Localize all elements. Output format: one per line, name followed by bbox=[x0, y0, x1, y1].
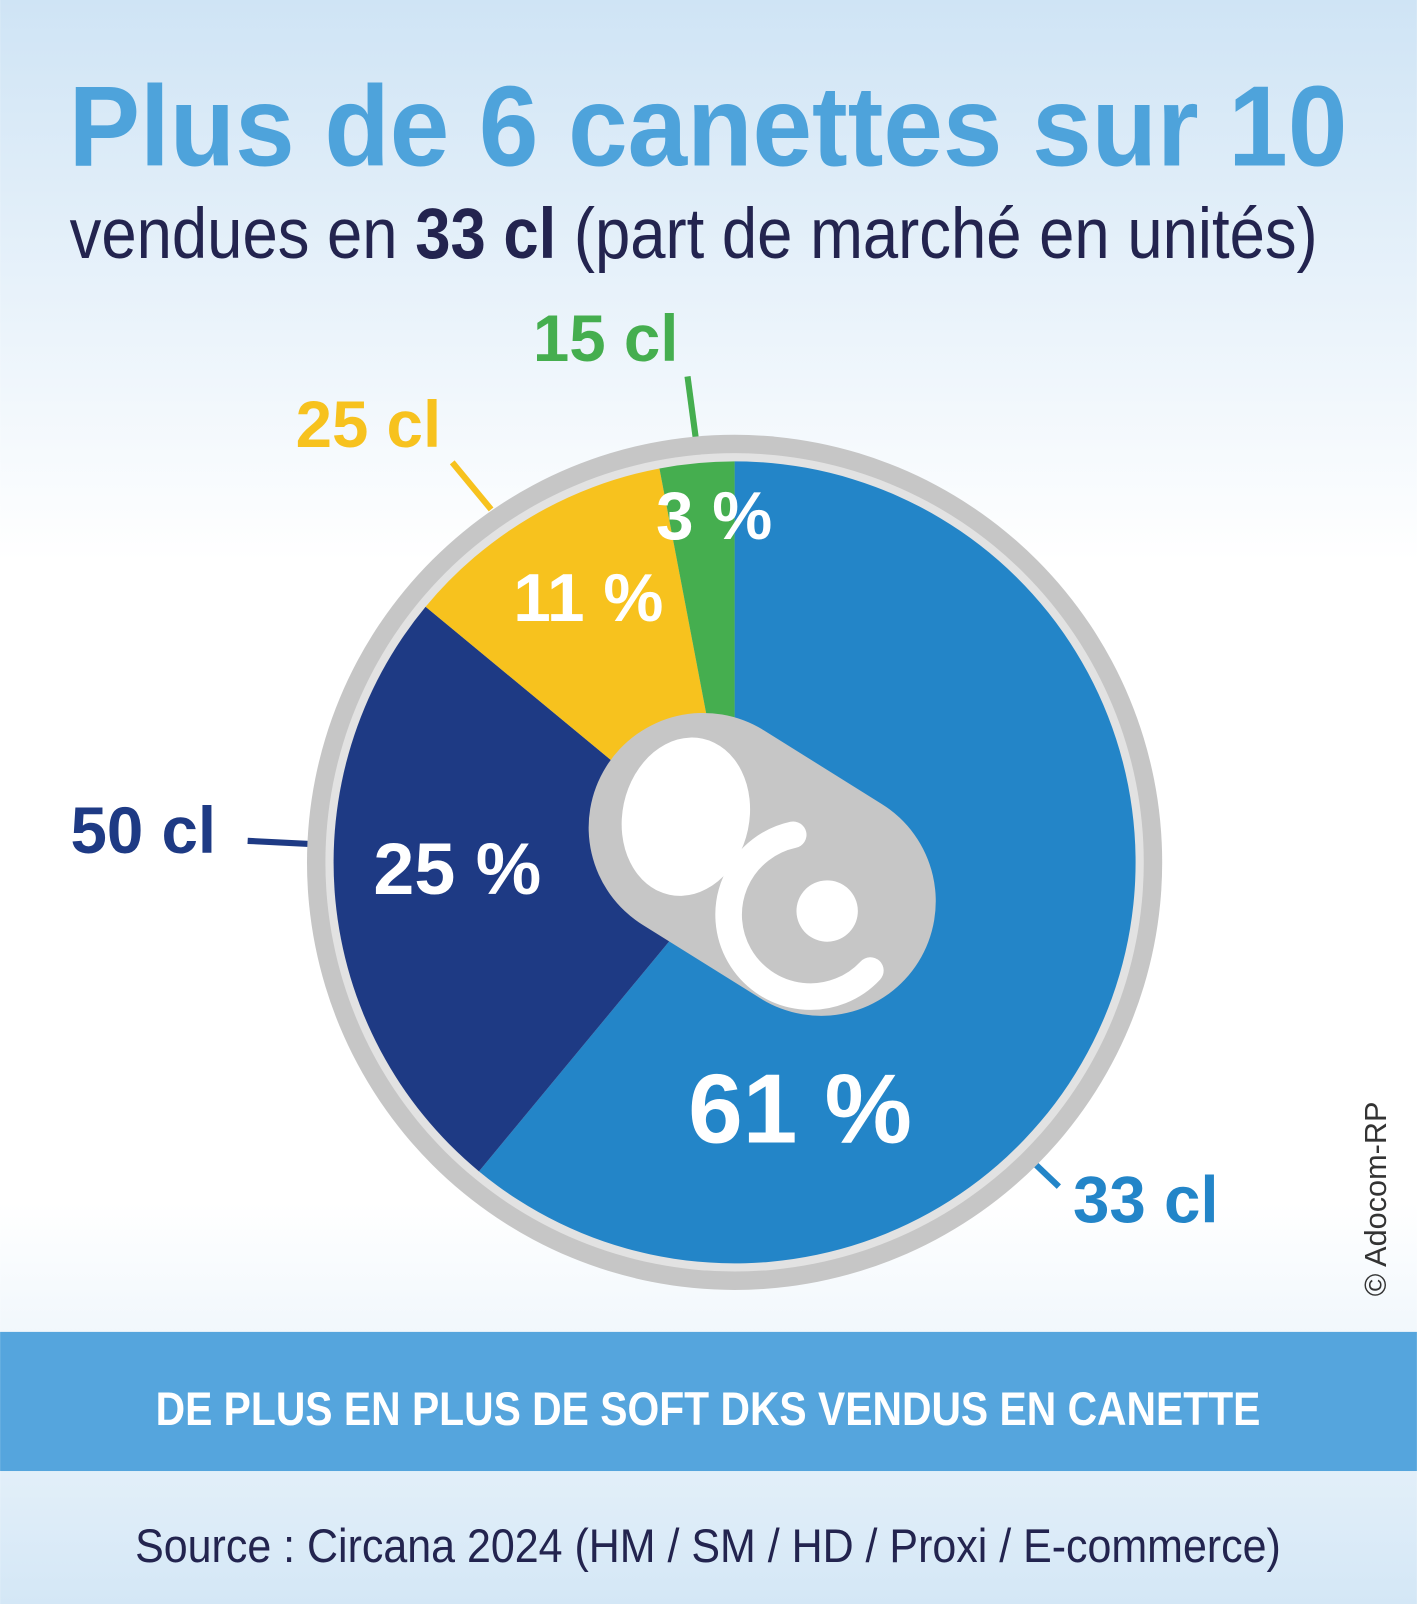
source-note: Source : Circana 2024 (HM / SM / HD / Pr… bbox=[135, 1519, 1281, 1572]
value-label-25cl: 11 % bbox=[513, 561, 663, 636]
banner-text: DE PLUS EN PLUS DE SOFT DKS VENDUS EN CA… bbox=[156, 1382, 1261, 1435]
category-label-33cl: 33 cl bbox=[1073, 1163, 1219, 1236]
subtitle: vendues en 33 cl (part de marché en unit… bbox=[70, 194, 1318, 274]
leader-15cl bbox=[684, 376, 699, 439]
page-title: Plus de 6 canettes sur 10 bbox=[69, 63, 1348, 191]
pie-slice-50cl bbox=[333, 606, 735, 1172]
subtitle-post: (part de marché en unités) bbox=[556, 194, 1317, 274]
subtitle-pre: vendues en bbox=[70, 194, 416, 274]
pull-tab-icon bbox=[588, 712, 936, 1016]
value-label-33cl: 61 % bbox=[688, 1054, 912, 1164]
category-label-25cl: 25 cl bbox=[296, 388, 442, 461]
category-label-15cl: 15 cl bbox=[533, 302, 679, 375]
credit: © Adocom-RP bbox=[1358, 1102, 1393, 1297]
value-label-15cl: 3 % bbox=[656, 479, 772, 554]
category-label-50cl: 50 cl bbox=[71, 794, 217, 867]
leader-25cl bbox=[449, 460, 494, 512]
value-label-50cl: 25 % bbox=[373, 827, 541, 910]
banner bbox=[0, 1331, 1417, 1472]
leader-50cl bbox=[247, 837, 310, 848]
subtitle-bold: 33 cl bbox=[415, 194, 556, 274]
